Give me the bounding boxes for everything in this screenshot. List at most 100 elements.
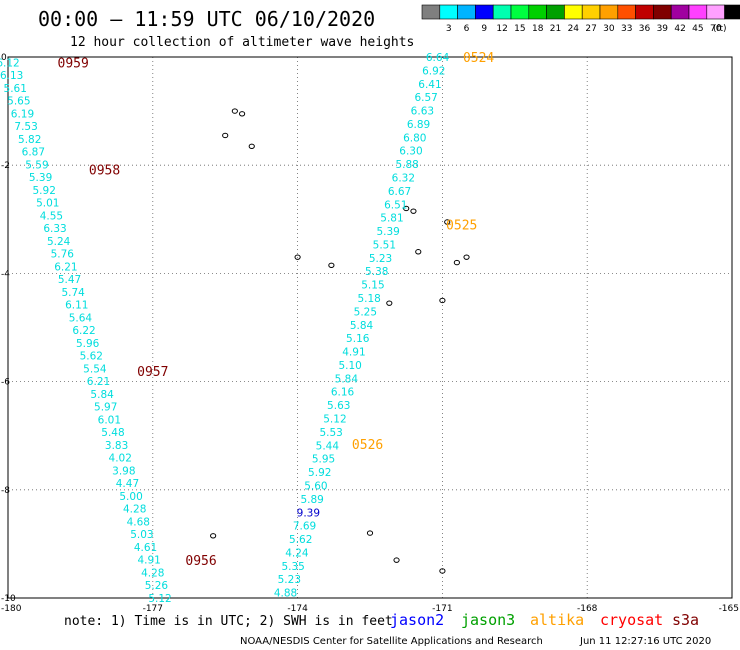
wave-height-value: 5.12 [148,593,171,605]
wave-height-value: 5.74 [61,287,85,299]
colorbar-tick-label: 45 [692,24,703,34]
wave-height-value: 5.84 [350,320,374,332]
wave-height-value: 5.97 [94,402,117,414]
wave-height-value: 5.64 [69,312,93,324]
island-outline [238,111,246,117]
colorbar-swatch [724,4,740,20]
wave-height-value: 5.24 [47,236,71,248]
wave-height-value: 5.23 [278,574,301,586]
wave-height-value: 5.88 [395,159,418,171]
wave-height-value: 5.95 [312,454,335,466]
wave-height-value: 5.92 [33,185,56,197]
colorbar-swatch [653,4,672,20]
colorbar-legend: 3 6 9 12 15 18 21 24 27 30 33 36 39 42 45 70 [421,4,740,34]
satellite-legend-jason3: jason3 [461,611,515,629]
colorbar-tick-label: 42 [674,24,685,34]
island-outline [222,132,229,139]
colorbar-tick-label: 9 [481,24,487,34]
satellite-legend-cryosat: cryosat [600,611,663,629]
wave-height-value: 6.87 [22,147,45,159]
wave-height-value: 5.84 [335,373,359,385]
wave-height-value: 5.48 [101,427,124,439]
colorbar-swatch [439,4,458,20]
time-label: 0524 [463,51,494,66]
wave-height-value: 4.28 [123,504,146,516]
island-markers [210,108,470,574]
plot-frame [7,56,733,599]
wave-height-value: 5.61 [4,83,27,95]
colorbar-swatch [617,4,636,20]
island-outline [444,219,451,225]
wave-height-value: 5.54 [83,363,107,375]
wave-height-value: 5.65 [7,96,30,108]
wave-height-value: 5.76 [51,249,75,261]
wave-height-value: 3.83 [105,440,128,452]
colorbar-tick-label: 24 [568,24,580,34]
colorbar-tick-label: 21 [550,24,561,34]
island-outline [294,254,301,260]
colorbar-tick-label: 27 [585,24,596,34]
wave-height-value: 5.35 [281,561,304,573]
wave-height-value: 6.19 [11,108,34,120]
wave-height-value: 6.32 [392,173,415,185]
colorbar-tick-label: 18 [532,24,544,34]
wave-height-value: 5.59 [25,159,48,171]
wave-height-value: 6.63 [411,106,434,118]
island-outline [453,259,460,266]
wave-height-value: 5.23 [369,253,392,265]
wave-height-value: 5.12 [323,414,346,426]
time-label: 0526 [352,438,383,453]
wave-height-value: 5.38 [365,266,388,278]
wave-height-value: 6.67 [388,186,411,198]
y-tick-label: -4 [1,269,10,279]
x-tick-label: -168 [577,604,598,614]
colorbar-swatch [492,4,512,20]
wave-height-value: 6.12 [0,57,20,69]
colorbar-swatch [564,4,583,20]
axis-ticks: -180 -177 -174 -171 -168 -165 0 -2 -4 -6 -8 -10 [1,53,739,614]
island-outline [328,262,335,268]
wave-height-value: 6.80 [403,132,426,144]
colorbar-tick-label: 39 [657,24,669,34]
wave-height-value: 5.89 [300,494,323,506]
colorbar-tick-label: 36 [639,24,651,34]
y-tick-label: -2 [1,161,10,171]
x-tick-label: -171 [432,604,452,614]
page-subtitle: 12 hour collection of altimeter wave hei… [70,35,414,50]
colorbar-tick-label: 33 [621,24,632,34]
colorbar-swatch [457,4,476,20]
wave-height-value: 5.51 [373,239,396,251]
island-outline [439,568,446,574]
colorbar-swatch [475,4,494,20]
wave-height-value: 6.21 [87,376,110,388]
wave-height-value: 6.30 [399,146,422,158]
island-outline [410,208,417,214]
wave-height-value: 4.02 [109,453,132,465]
colorbar-swatch [670,4,690,20]
x-tick-label: -180 [1,604,22,614]
wave-height-value: 5.39 [29,172,52,184]
wave-height-value: 5.01 [36,198,59,210]
time-label: 0959 [58,56,89,71]
wave-height-value: 5.26 [145,580,169,592]
colorbar-swatch [635,4,654,20]
colorbar-swatch [581,4,601,20]
footer-credit: NOAA/NESDIS Center for Satellite Applica… [240,636,543,647]
wave-height-value: 5.92 [308,467,331,479]
wave-height-value: 6.57 [414,92,437,104]
wave-height-value: 5.53 [319,427,342,439]
colorbar-swatch [546,4,565,20]
satellite-legend-altika: altika [530,611,584,629]
satellite-legend-jason2: jason2 [390,611,444,629]
footer-timestamp: Jun 11 12:27:16 UTC 2020 [579,636,711,647]
island-outline [403,205,410,212]
wave-height-value: 6.21 [54,261,77,273]
colorbar-tick-label: 12 [496,24,507,34]
island-outline [393,557,400,563]
wave-height-value: 6.51 [384,199,407,211]
wave-height-value: 5.62 [289,534,312,546]
wave-height-value: 6.01 [98,414,121,426]
wave-height-value: 4.55 [40,210,63,222]
wave-height-value: 6.64 [426,52,450,64]
